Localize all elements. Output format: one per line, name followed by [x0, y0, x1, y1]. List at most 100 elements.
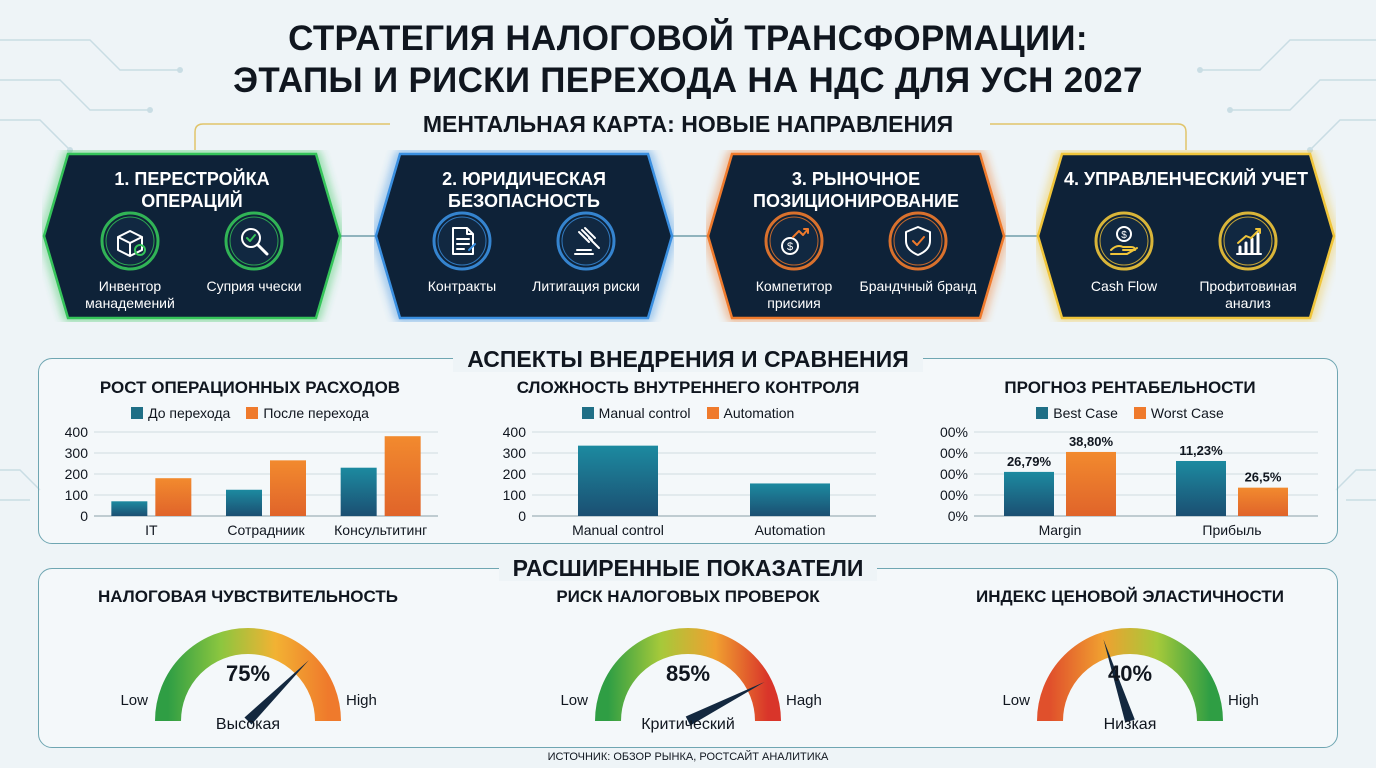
chart-2: СЛОЖНОСТЬ ВНУТРЕННЕГО КОНТРОЛЯ Manual con…	[498, 378, 878, 543]
x-tick-label: Manual control	[572, 522, 664, 538]
bar	[270, 460, 306, 516]
y-tick-label: 300	[503, 445, 527, 461]
bar	[340, 467, 377, 516]
mindmap-subitem-label: Профитовиная анализ	[1199, 278, 1297, 311]
hex-shape	[42, 151, 342, 321]
y-tick-label: 200	[503, 466, 527, 482]
mindmap-subitem-label: Брандчный бранд	[859, 278, 977, 294]
magnifier-icon	[224, 211, 284, 271]
legend-swatch	[581, 407, 594, 419]
legend-entry: Manual control	[581, 405, 691, 421]
mindmap-subitem: Контракты	[402, 210, 522, 295]
legend-label: До перехода	[148, 405, 231, 421]
mindmap-node-4: 4. УПРАВЛЕНЧЕСКИЙ УЧЕТ $ Cash Flow Профитов…	[1036, 150, 1336, 322]
y-tick-label: 200	[65, 466, 89, 482]
gauge-dial: 85% Low Hagh Критический	[560, 628, 822, 733]
legend-label: Best Case	[1053, 405, 1118, 421]
legend-entry: Best Case	[1036, 405, 1118, 421]
gauge-dial: 75% Low High Высокая	[120, 628, 377, 733]
legend-entry: Worst Case	[1133, 405, 1224, 421]
mindmap-subitem-label: Компетитор присиия	[755, 278, 833, 311]
y-tick-label: 0%	[948, 508, 968, 524]
bar	[111, 501, 148, 516]
chart-3: ПРОГНОЗ РЕНТАБЕЛЬНОСТИ Best Case Worst Cas…	[940, 378, 1320, 543]
gauge-low-label: Low	[1002, 692, 1030, 709]
legend-swatch	[246, 407, 259, 419]
metrics-title-text: РАСШИРЕННЫЕ ПОКАЗАТЕЛИ	[498, 555, 878, 581]
legend-label: Worst Case	[1150, 405, 1224, 421]
y-tick-label: 100%	[940, 487, 968, 503]
hand-coin-icon: $	[1094, 211, 1154, 271]
document-icon	[432, 211, 492, 271]
chart-legend: До перехода После перехода	[60, 405, 440, 421]
gauge-3: ИНДЕКС ЦЕНОВОЙ ЭЛАСТИЧНОСТИ 40% Low High Низ…	[930, 587, 1330, 742]
gauge-needle	[1103, 639, 1135, 723]
x-tick-label: Margin	[1039, 522, 1082, 538]
chart-title: СЛОЖНОСТЬ ВНУТРЕННЕГО КОНТРОЛЯ	[516, 378, 860, 397]
chart-plot: 0% 100% 200% 300% 400% Margin 26,79% 38,80% Приб…	[940, 426, 1318, 538]
y-tick-label: 0	[518, 508, 526, 524]
page-title: СТРАТЕГИЯ НАЛОГОВОЙ ТРАНСФОРМАЦИИ: ЭТАПЫ…	[0, 18, 1376, 102]
legend-swatch	[1036, 407, 1049, 419]
legend-label: Manual control	[598, 405, 691, 421]
bar-growth-icon	[1218, 211, 1278, 271]
data-label: 38,80%	[1069, 434, 1114, 449]
data-label: 26,79%	[1007, 454, 1052, 469]
bar	[1066, 451, 1116, 516]
mindmap-subitem: Брандчный бранд	[858, 210, 978, 295]
chart-legend: Best Case Worst Case	[940, 405, 1320, 421]
chart-plot: 0 100 200 300 400 IT Сотрадниик Консультитинг	[65, 426, 438, 538]
mindmap-subitem: $ Компетитор присиия	[734, 210, 854, 312]
gauge-status: Критический	[641, 716, 735, 733]
gauge-title: РИСК НАЛОГОВЫХ ПРОВЕРОК	[556, 587, 820, 606]
mindmap-subitem-label: Контракты	[427, 278, 497, 294]
data-label: 11,23%	[1179, 443, 1223, 458]
bar	[578, 445, 658, 516]
y-tick-label: 100	[503, 487, 527, 503]
metrics-title: РАСШИРЕННЫЕ ПОКАЗАТЕЛИ	[0, 555, 1376, 582]
y-tick-label: 0	[80, 508, 88, 524]
svg-text:$: $	[787, 241, 793, 253]
bar	[750, 483, 830, 516]
y-tick-label: 300%	[940, 445, 968, 461]
mindmap-subitem-label: Суприя ччески	[206, 278, 302, 294]
gauge-low-label: Low	[120, 692, 148, 709]
gauge-high-label: High	[1228, 692, 1259, 709]
mindmap-node-1: 1. ПЕРЕСТРОЙКА ОПЕРАЦИЙ Инвентор манадеме…	[42, 150, 342, 322]
x-tick-label: Сотрадниик	[227, 522, 305, 538]
bar	[1004, 471, 1054, 516]
mindmap-subitem-label: Cash Flow	[1090, 278, 1158, 294]
bar	[226, 489, 262, 516]
title-line-2: ЭТАПЫ И РИСКИ ПЕРЕХОДА НА НДС ДЛЯ УСН 20…	[233, 61, 1143, 100]
y-tick-label: 400	[503, 426, 527, 440]
mindmap-title-text: МЕНТАЛЬНАЯ КАРТА: НОВЫЕ НАПРАВЛЕНИЯ	[408, 111, 968, 137]
y-tick-label: 400	[65, 426, 89, 440]
mindmap-node-title: 1. ПЕРЕСТРОЙКА ОПЕРАЦИЙ	[114, 169, 270, 211]
mindmap-node-title: 2. ЮРИДИЧЕСКАЯ БЕЗОПАСНОСТЬ	[442, 169, 606, 211]
svg-text:$: $	[1121, 230, 1127, 241]
mindmap-subitem: Инвентор манадемений	[70, 210, 190, 312]
bar	[1238, 487, 1288, 516]
gauge-1: НАЛОГОВАЯ ЧУВСТВИТЕЛЬНОСТЬ 75% Low High Высо…	[48, 587, 448, 742]
mindmap-node-title: 3. РЫНОЧНОЕ ПОЗИЦИОНИРОВАНИЕ	[753, 169, 959, 211]
gavel-icon	[556, 211, 616, 271]
mindmap-subitem-label: Литигация риски	[532, 278, 640, 294]
gauge-arc	[595, 628, 781, 722]
mindmap-node-3: 3. РЫНОЧНОЕ ПОЗИЦИОНИРОВАНИЕ $ Компетитор …	[706, 150, 1006, 322]
mindmap-subitem: $ Cash Flow	[1064, 210, 1184, 295]
y-tick-label: 100	[65, 487, 89, 503]
gauge-high-label: High	[346, 692, 377, 709]
x-tick-label: Automation	[755, 522, 826, 538]
mindmap-title: МЕНТАЛЬНАЯ КАРТА: НОВЫЕ НАПРАВЛЕНИЯ	[0, 111, 1376, 138]
x-tick-label: Прибыль	[1202, 522, 1261, 538]
chart-title: ПРОГНОЗ РЕНТАБЕЛЬНОСТИ	[1004, 378, 1256, 397]
gauge-dial: 40% Low High Низкая	[1002, 628, 1259, 733]
mindmap-node-title: 4. УПРАВЛЕНЧЕСКИЙ УЧЕТ	[1063, 169, 1309, 189]
y-tick-label: 200%	[940, 466, 968, 482]
mindmap-row: 1. ПЕРЕСТРОЙКА ОПЕРАЦИЙ Инвентор манадеме…	[0, 140, 1376, 340]
gauge-status: Низкая	[1104, 716, 1157, 733]
gauge-value: 85%	[666, 661, 710, 686]
gauge-needle	[685, 681, 765, 726]
shield-badge-icon	[888, 211, 948, 271]
data-label: 26,5%	[1245, 470, 1282, 485]
